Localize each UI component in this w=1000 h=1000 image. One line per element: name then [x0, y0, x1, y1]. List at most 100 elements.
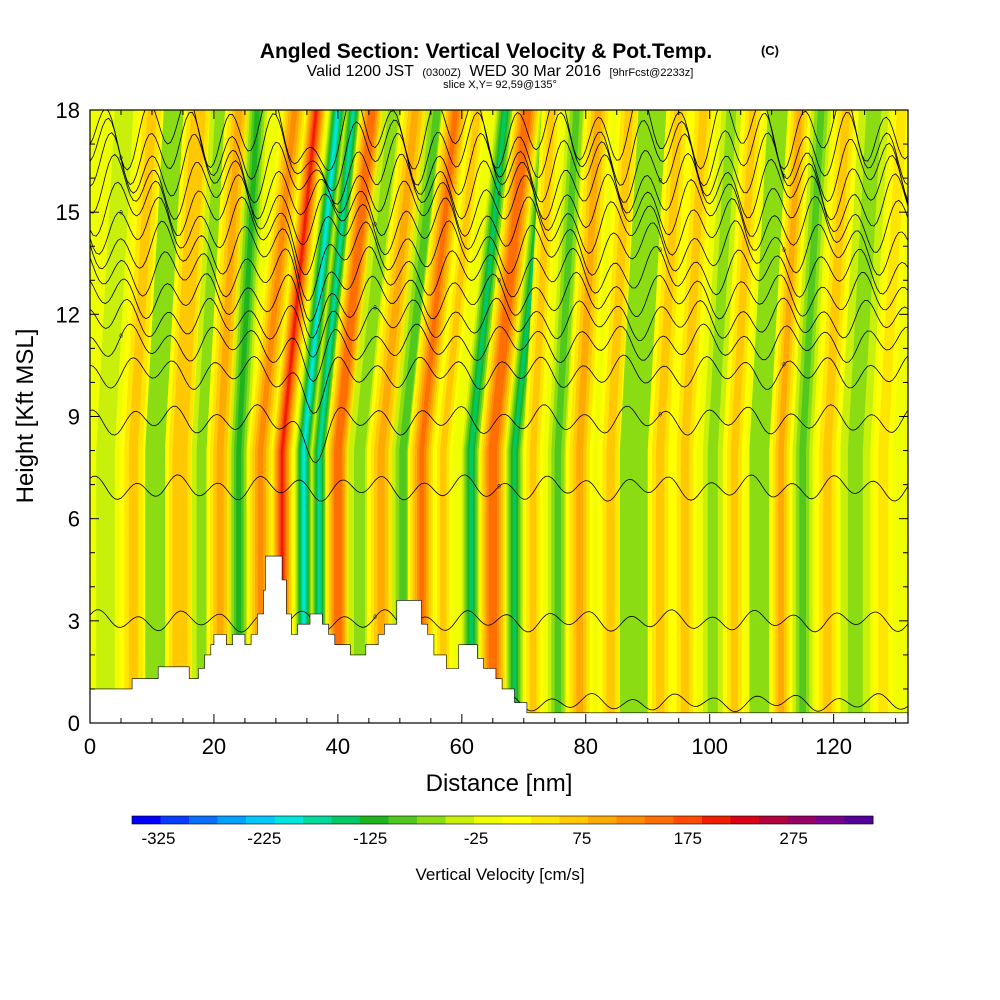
colorbar-swatch [730, 816, 760, 824]
colorbar-swatch [388, 816, 418, 824]
theta-contour [90, 297, 908, 358]
chart-title: Angled Section: Vertical Velocity & Pot.… [260, 40, 712, 63]
velocity-cell [606, 110, 634, 723]
colorbar-tick-label: 75 [572, 829, 591, 848]
x-tick-label: 60 [450, 734, 474, 759]
y-tick-label: 3 [68, 609, 80, 634]
colorbar-tick-label: 275 [779, 829, 807, 848]
velocity-cell [823, 110, 851, 723]
colorbar-swatch [844, 816, 874, 824]
colorbar-frame [131, 815, 874, 825]
colorbar-swatch [246, 816, 275, 824]
contour-label: 0 [119, 210, 123, 216]
colorbar-swatch [787, 816, 817, 824]
contour-label: 0 [782, 363, 786, 369]
velocity-cell [437, 110, 484, 723]
subtitle-utc-time: (0300Z) [422, 67, 461, 79]
velocity-cell [216, 110, 243, 723]
velocity-cell [707, 110, 737, 723]
colorbar: -325 -225 -125 -25 75 175 275 [131, 815, 874, 848]
x-tick-label: 120 [815, 734, 852, 759]
contour-label: 0 [497, 192, 501, 198]
y-tick-label: 15 [56, 200, 80, 225]
contour-label: 0 [782, 175, 786, 181]
colorbar-swatch [502, 816, 532, 824]
colorbar-swatch [445, 816, 475, 824]
colorbar-swatch [673, 816, 703, 824]
contour-label: 0 [497, 484, 501, 490]
colorbar-swatch [274, 816, 304, 824]
contour-label: 0 [658, 413, 662, 419]
subtitle-date: WED 30 Mar 2016 [469, 63, 601, 80]
contour-label: 0 [373, 305, 377, 311]
terrain-mask [90, 555, 908, 723]
chart-subtitle: Valid 1200 JST (0300Z) WED 30 Mar 2016 [… [307, 63, 694, 80]
velocity-cell [749, 110, 788, 723]
y-tick-label: 18 [56, 98, 80, 123]
contour-label: 0 [497, 278, 501, 284]
colorbar-swatch [559, 816, 589, 824]
colorbar-swatch [759, 816, 788, 824]
colorbar-swatch [702, 816, 731, 824]
chart-slice-info: slice X,Y= 92,59@135° [443, 79, 557, 91]
velocity-cell [297, 110, 345, 723]
x-tick-label: 40 [326, 734, 350, 759]
contour-label: 0 [658, 248, 662, 254]
x-tick-label: 20 [202, 734, 226, 759]
colorbar-swatch [531, 816, 560, 824]
y-axis-label: Height [Kft MSL] [12, 329, 39, 504]
colorbar-swatch [588, 816, 617, 824]
y-tick-label: 9 [68, 405, 80, 430]
velocity-cell [529, 110, 555, 723]
theta-contour [90, 271, 908, 339]
colorbar-swatch [360, 816, 389, 824]
velocity-cell [799, 110, 825, 723]
theta-contour [90, 132, 908, 205]
colorbar-tick-label: -225 [247, 829, 281, 848]
colorbar-tick-label: -125 [353, 829, 387, 848]
contour-label: 0 [373, 615, 377, 621]
colorbar-swatch [816, 816, 845, 824]
contour-label: 0 [373, 223, 377, 229]
x-axis-label: Distance [nm] [426, 770, 573, 797]
colorbar-tick-label: -325 [141, 829, 175, 848]
velocity-cell [680, 110, 708, 723]
contour-label: 0 [119, 156, 123, 162]
theta-contour [90, 404, 908, 464]
velocity-cell [619, 110, 670, 723]
colorbar-tick-label: 175 [674, 829, 702, 848]
theta-contour [90, 152, 908, 221]
contour-label: 0 [658, 178, 662, 184]
velocity-cell [395, 110, 445, 723]
contour-label: 0 [119, 334, 123, 340]
theta-contour [90, 609, 908, 633]
velocity-cell [554, 110, 580, 723]
theta-contour [90, 474, 908, 502]
velocity-cell [414, 110, 463, 723]
colorbar-swatch [217, 816, 247, 824]
velocity-cell [490, 110, 529, 723]
colorbar-swatch [474, 816, 503, 824]
colorbar-label: Vertical Velocity [cm/s] [415, 865, 584, 884]
colorbar-swatch [189, 816, 218, 824]
theta-contour [90, 323, 908, 383]
colorbar-swatch [417, 816, 446, 824]
velocity-cell [486, 110, 533, 723]
colorbar-swatch [160, 816, 190, 824]
theta-contour [90, 354, 908, 414]
subtitle-forecast: [9hrFcst@2233z] [609, 67, 693, 79]
velocity-cell [128, 110, 157, 723]
y-tick-label: 6 [68, 507, 80, 532]
colorbar-swatch [303, 816, 332, 824]
theta-contour [90, 220, 908, 301]
velocity-cell [730, 110, 757, 723]
theta-contour [90, 246, 908, 322]
x-tick-label: 100 [691, 734, 728, 759]
theta-contour [90, 195, 908, 276]
colorbar-tick-label: -25 [464, 829, 489, 848]
colorbar-swatch [331, 816, 361, 824]
x-tick-label: 80 [574, 734, 598, 759]
velocity-cell [196, 110, 226, 723]
